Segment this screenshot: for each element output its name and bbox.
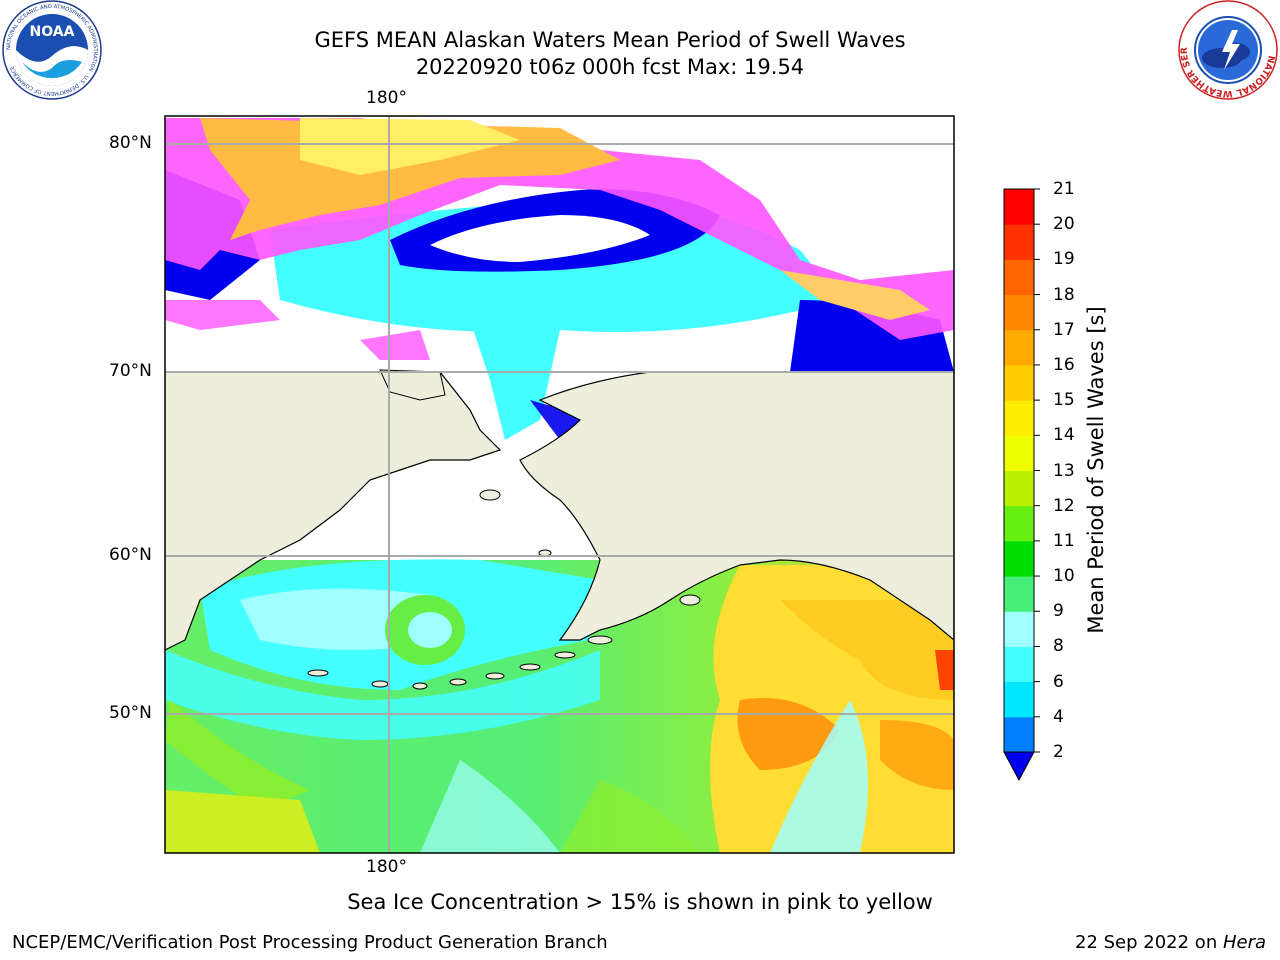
colorbar-tick-label: 19 [1053, 249, 1075, 270]
colorbar-tick-label: 9 [1053, 601, 1064, 622]
colorbar-tick-label: 18 [1053, 284, 1075, 305]
colorbar-tick-label: 8 [1053, 636, 1064, 657]
lat-label-70n: 70°N [109, 361, 152, 381]
colorbar-extend-arrow [1003, 751, 1035, 782]
chart-title: GEFS MEAN Alaskan Waters Mean Period of … [314, 28, 906, 52]
colorbar-tick-label: 2 [1053, 742, 1064, 762]
colorbar-segment [1004, 646, 1034, 683]
colorbar-tick-label: 4 [1053, 706, 1064, 727]
colorbar-label: Mean Period of Swell Waves [s] [1084, 306, 1108, 634]
colorbar-tick-label: 12 [1053, 495, 1075, 516]
lat-label-50n: 50°N [109, 703, 152, 723]
lat-label-80n: 80°N [109, 133, 152, 153]
colorbar-segment [1004, 576, 1034, 612]
colorbar-segment [1004, 505, 1034, 542]
siberia-land [165, 371, 502, 651]
colorbar-segment [1004, 540, 1034, 577]
orange-swell-core [737, 698, 840, 770]
graticule [165, 116, 954, 853]
colorbar-segment [1004, 400, 1034, 436]
alaska-land [519, 371, 954, 641]
svg-text:NOAA: NOAA [30, 24, 75, 40]
chart-subtitle: 20220920 t06z 000h fcst Max: 19.54 [415, 55, 805, 79]
colorbar-segment [1004, 681, 1034, 718]
footer-date: 22 Sep 2022 on Hera [1075, 932, 1266, 953]
map-frame [164, 115, 955, 854]
colorbar-segment [1004, 435, 1034, 471]
colorbar-tick-label: 14 [1053, 425, 1075, 446]
aleutian-islands [307, 489, 701, 690]
footer-credit: NCEP/EMC/Verification Post Processing Pr… [12, 932, 608, 953]
footer-date-text: 22 Sep 2022 on [1075, 932, 1223, 953]
colorbar-tick-label: 17 [1053, 319, 1075, 340]
lon-label-bottom: 180° [366, 857, 407, 877]
colorbar-tick-label: 13 [1053, 460, 1075, 481]
lat-label-60n: 60°N [109, 545, 152, 565]
map-canvas [165, 116, 954, 853]
colorbar-tick-label: 6 [1053, 671, 1064, 692]
colorbar-segment [1004, 364, 1034, 401]
colorbar-segment [1004, 189, 1034, 225]
colorbar-segment [1004, 294, 1034, 331]
colorbar-tick-label: 15 [1053, 390, 1075, 411]
lon-label-top: 180° [366, 88, 407, 108]
colorbar-tick-label: 11 [1053, 530, 1075, 551]
colorbar-segment [1004, 259, 1034, 296]
colorbar-segment [1004, 611, 1034, 647]
sea-ice-note: Sea Ice Concentration > 15% is shown in … [347, 890, 933, 914]
colorbar [1003, 188, 1040, 782]
colorbar-segment [1004, 329, 1034, 366]
colorbar-segment [1004, 716, 1034, 753]
colorbar-tick-label: 16 [1053, 354, 1075, 375]
colorbar-segment [1004, 224, 1034, 260]
noaa-logo: NOAA NATIONAL OCEANIC AND ATMOSPHERIC AD… [2, 0, 102, 100]
colorbar-tick-label: 21 [1053, 179, 1075, 199]
colorbar-segment [1004, 470, 1034, 507]
nws-logo: NATIONAL WEATHER SERVICE [1178, 0, 1278, 100]
colorbar-tick-label: 10 [1053, 566, 1075, 587]
footer-host: Hera [1222, 932, 1266, 953]
colorbar-tick-label: 20 [1053, 214, 1075, 235]
